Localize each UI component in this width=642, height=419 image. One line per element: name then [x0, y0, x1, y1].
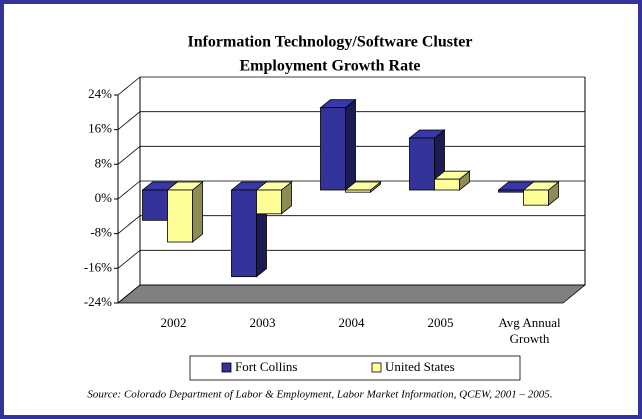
grid-line — [117, 146, 141, 165]
x-tick-label: 2002 — [160, 315, 187, 330]
legend-box — [189, 355, 521, 381]
grid-line — [117, 250, 141, 269]
grid-line — [117, 76, 141, 96]
x-tick-label: 2005 — [427, 315, 454, 330]
y-tick-label: 24% — [88, 86, 112, 101]
grid-line — [117, 284, 141, 304]
x-tick-label: Avg Annual Growth — [498, 315, 561, 346]
bar — [320, 107, 346, 191]
bar-side — [345, 98, 356, 191]
bar — [523, 189, 549, 206]
y-tick-label: -16% — [84, 259, 112, 274]
grid-line — [117, 111, 141, 130]
legend-swatch — [221, 362, 232, 373]
x-tick-label: 2004 — [338, 315, 365, 330]
bar — [256, 189, 282, 215]
y-tick-label: 16% — [88, 121, 112, 136]
bar — [498, 189, 524, 193]
floor — [116, 284, 587, 304]
bar — [167, 189, 193, 243]
bar — [409, 137, 435, 191]
bar — [142, 189, 168, 221]
legend-swatch — [371, 362, 382, 373]
x-tick-label: 2003 — [249, 315, 276, 330]
y-tick-label: -8% — [90, 225, 112, 240]
source-note: Source: Colorado Department of Labor & E… — [87, 389, 552, 401]
y-tick-label: 0% — [95, 190, 113, 205]
grid-line — [117, 180, 141, 200]
y-tick-label: 8% — [95, 155, 113, 170]
bar — [434, 178, 460, 191]
bar-side — [192, 181, 203, 243]
chart-title: Employment Growth Rate — [239, 58, 420, 75]
chart-title: Information Technology/Software Cluster — [187, 34, 472, 51]
bar — [345, 189, 371, 193]
legend-label: United States — [385, 359, 455, 374]
bar — [231, 189, 257, 278]
legend-label: Fort Collins — [235, 359, 298, 374]
grid-line — [117, 215, 141, 234]
y-tick-label: -24% — [84, 294, 112, 309]
